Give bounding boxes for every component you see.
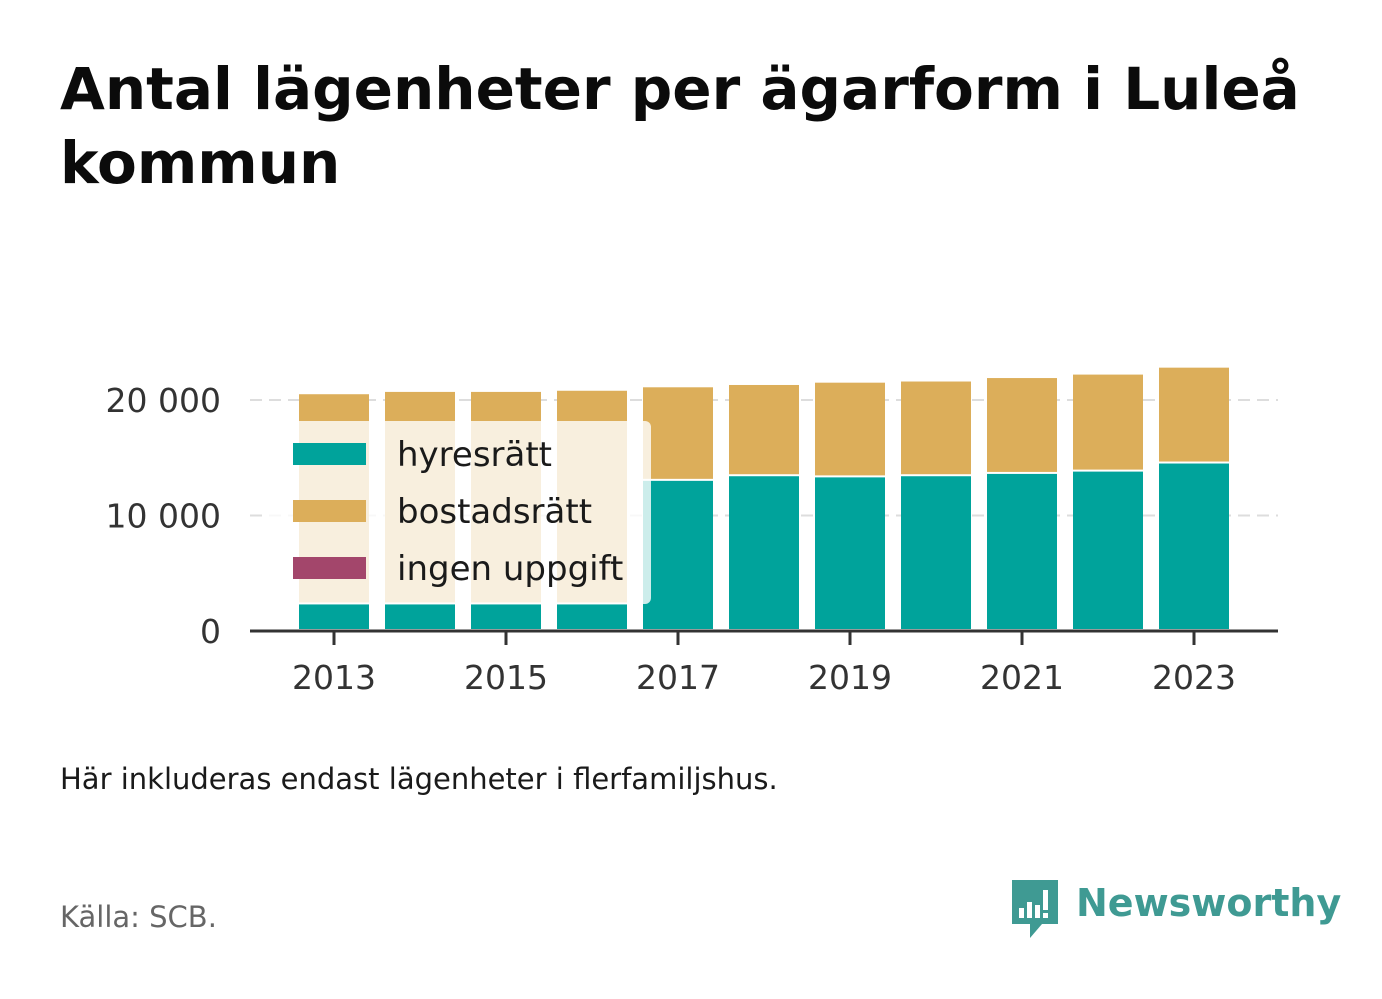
bar-segment bbox=[901, 476, 971, 629]
bar-segment bbox=[643, 387, 713, 479]
bar-segment bbox=[471, 604, 541, 629]
bar-segment bbox=[1159, 463, 1229, 629]
bar-segment bbox=[1159, 367, 1229, 462]
bar-segment bbox=[557, 604, 627, 629]
bar-segment bbox=[729, 384, 799, 475]
stacked-bar-chart: 0 10 000 20 000 2013 2015 2017 2019 2021 2023 h… bbox=[106, 367, 1278, 697]
legend-label: hyresrätt bbox=[397, 435, 552, 475]
bar-segment bbox=[643, 480, 713, 629]
chart-note: Här inkluderas endast lägenheter i flerf… bbox=[60, 762, 778, 796]
bar-segment bbox=[1073, 471, 1143, 629]
bar-segment bbox=[987, 473, 1057, 629]
bar-segment bbox=[729, 476, 799, 629]
x-tick-label: 2023 bbox=[1152, 658, 1236, 697]
y-tick-label: 0 bbox=[200, 612, 221, 651]
y-tick-label: 20 000 bbox=[106, 381, 221, 420]
legend-label: ingen uppgift bbox=[397, 549, 623, 589]
legend-swatch bbox=[293, 500, 366, 522]
x-tick-label: 2017 bbox=[636, 658, 720, 697]
y-axis-ticks: 0 10 000 20 000 bbox=[106, 381, 221, 651]
bar-segment bbox=[987, 378, 1057, 472]
brand-name: Newsworthy bbox=[1076, 881, 1342, 925]
x-axis-ticks: 2013 2015 2017 2019 2021 2023 bbox=[292, 631, 1236, 697]
bar-segment bbox=[1073, 374, 1143, 470]
legend: hyresrätt bostadsrätt ingen uppgift bbox=[268, 421, 651, 604]
source-credit: Källa: SCB. bbox=[60, 900, 217, 934]
bar-segment bbox=[901, 381, 971, 475]
bar-segment bbox=[815, 382, 885, 476]
brand-logo: Newsworthy bbox=[1010, 878, 1341, 940]
legend-swatch bbox=[293, 443, 366, 465]
newsworthy-logo-icon bbox=[1012, 880, 1058, 938]
y-tick-label: 10 000 bbox=[106, 497, 221, 536]
bar-segment bbox=[385, 604, 455, 629]
x-tick-label: 2015 bbox=[464, 658, 548, 697]
x-tick-label: 2013 bbox=[292, 658, 376, 697]
legend-swatch bbox=[293, 557, 366, 579]
x-tick-label: 2021 bbox=[980, 658, 1064, 697]
bar-segment bbox=[815, 477, 885, 629]
chart-title: Antal lägenheter per ägarform i Luleå ko… bbox=[60, 55, 1300, 197]
x-tick-label: 2019 bbox=[808, 658, 892, 697]
legend-label: bostadsrätt bbox=[397, 492, 592, 532]
bar-segment bbox=[299, 604, 369, 629]
